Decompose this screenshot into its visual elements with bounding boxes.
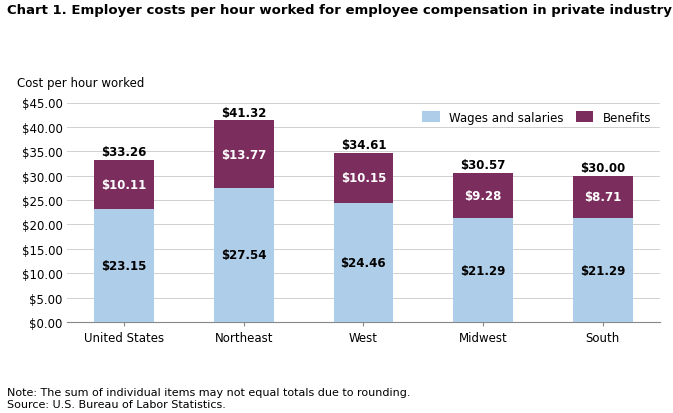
Text: $13.77: $13.77: [221, 148, 267, 161]
Bar: [573, 218, 633, 322]
Text: $33.26: $33.26: [102, 145, 147, 159]
Text: $21.29: $21.29: [580, 264, 625, 277]
Text: $24.46: $24.46: [341, 256, 386, 269]
Text: $34.61: $34.61: [341, 139, 386, 152]
Text: $30.57: $30.57: [460, 159, 505, 171]
Bar: [334, 203, 393, 322]
Text: $23.15: $23.15: [102, 259, 147, 272]
Text: Note: The sum of individual items may not equal totals due to rounding.
Source: : Note: The sum of individual items may no…: [7, 387, 411, 409]
Text: $30.00: $30.00: [580, 161, 625, 174]
Legend: Wages and salaries, Benefits: Wages and salaries, Benefits: [420, 109, 653, 127]
Text: $41.32: $41.32: [221, 106, 267, 119]
Text: $9.28: $9.28: [464, 190, 502, 202]
Text: $10.15: $10.15: [341, 172, 386, 185]
Bar: [214, 188, 274, 322]
Text: Chart 1. Employer costs per hour worked for employee compensation in private ind: Chart 1. Employer costs per hour worked …: [7, 4, 673, 17]
Bar: [214, 121, 274, 188]
Text: $8.71: $8.71: [584, 191, 621, 204]
Bar: [573, 176, 633, 218]
Bar: [453, 173, 513, 218]
Text: Cost per hour worked: Cost per hour worked: [17, 77, 144, 90]
Bar: [453, 218, 513, 322]
Bar: [334, 154, 393, 203]
Text: $27.54: $27.54: [221, 249, 267, 262]
Bar: [94, 209, 154, 322]
Bar: [94, 160, 154, 209]
Text: $10.11: $10.11: [102, 178, 147, 192]
Text: $21.29: $21.29: [460, 264, 505, 277]
